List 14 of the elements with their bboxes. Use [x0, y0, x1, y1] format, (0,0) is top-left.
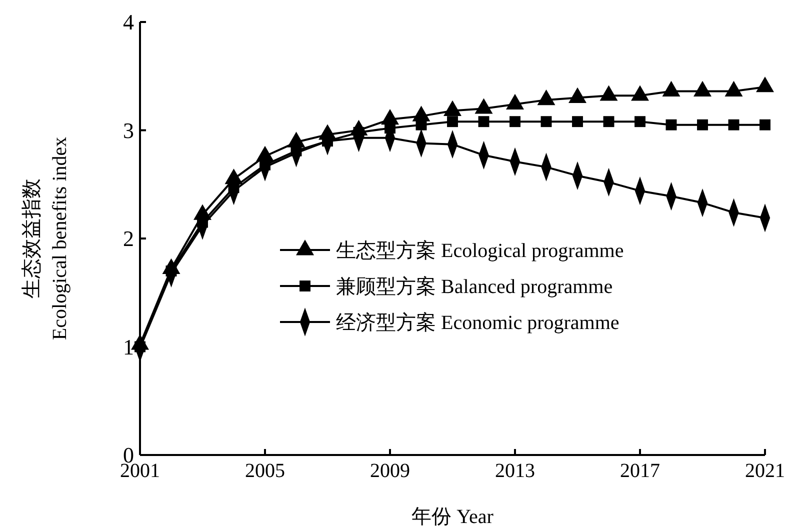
y-tick-label: 2 — [123, 226, 134, 252]
x-tick-label: 2013 — [495, 460, 535, 482]
y-axis-title: 生态效益指数 Ecological benefits index — [21, 136, 71, 340]
x-tick-label: 2005 — [245, 460, 285, 482]
legend-label: 兼顾型方案 Balanced programme — [336, 275, 613, 298]
y-tick-label: 1 — [123, 334, 134, 360]
legend-label: 经济型方案 Economic programme — [336, 311, 620, 334]
legend-label: 生态型方案 Ecological programme — [336, 239, 624, 262]
y-tick-label: 3 — [123, 118, 134, 143]
x-tick-label: 2017 — [620, 460, 660, 482]
x-axis-title: 年份 Year — [412, 506, 494, 528]
x-tick-label: 2009 — [370, 460, 410, 482]
x-tick-label: 2021 — [745, 460, 785, 482]
y-tick-label: 4 — [123, 10, 134, 35]
